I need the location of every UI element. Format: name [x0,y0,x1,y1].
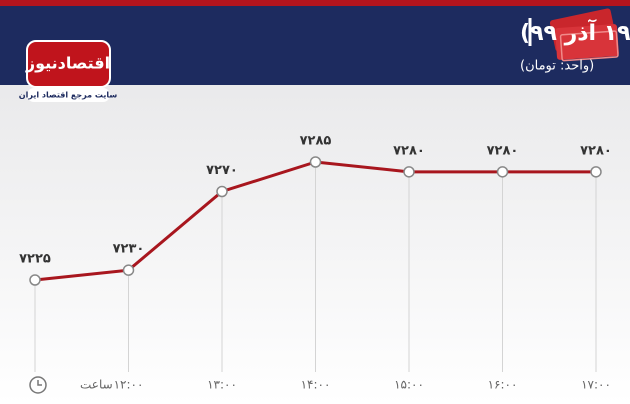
data-point [403,166,415,178]
money-icon [549,8,619,62]
data-point [216,185,228,198]
data-label: ۷۲۳۰ [113,242,145,257]
data-point [29,274,41,286]
logo-name: اقتصادنیوز [25,54,110,73]
data-label: ۷۲۸۰ [487,143,519,158]
chart-title: روند بهای درهم (چهارشنبه ۱۹ آذر ۹۹) [520,18,630,46]
data-label: ۷۲۸۵ [300,134,332,149]
logo: اقتصادنیوز سایت مرجع اقتصاد ایران [19,40,118,102]
logo-tagline: سایت مرجع اقتصاد ایران [19,91,118,100]
data-point [309,156,322,168]
x-axis-label: ساعت [80,378,113,392]
data-label: ۷۲۲۵ [19,252,51,267]
x-tick-label: ۱۵:۰۰ [394,378,424,392]
top-strip [0,0,630,6]
x-tick-label: ۱۷:۰۰ [581,378,611,392]
data-point [122,264,135,276]
x-tick-label: ۱۲:۰۰ [114,378,144,392]
chart-subtitle: (واحد: تومان) [520,59,594,74]
clock-icon [29,376,47,394]
x-tick-label: ۱۳:۰۰ [207,378,237,392]
data-point [496,166,509,178]
data-label: ۷۲۷۰ [206,163,238,178]
data-label: ۷۲۸۰ [393,143,425,158]
x-tick-label: ۱۴:۰۰ [301,378,331,392]
data-label: ۷۲۸۰ [580,143,612,158]
data-point [590,166,602,178]
x-tick-label: ۱۶:۰۰ [488,378,518,392]
